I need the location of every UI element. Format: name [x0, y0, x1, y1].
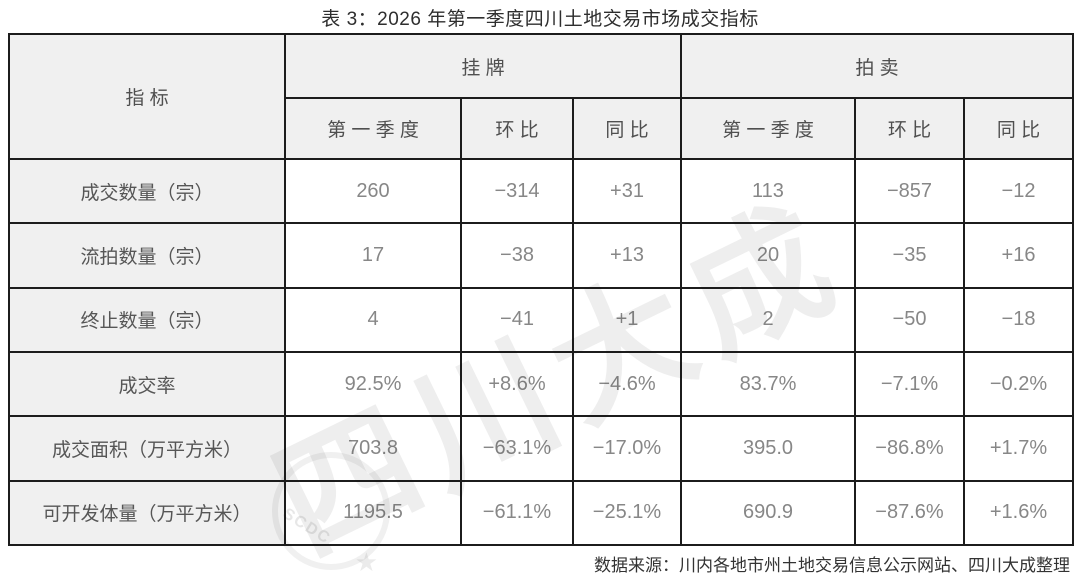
row-label: 成交数量（宗） [8, 157, 286, 225]
data-cell: 260 [284, 157, 462, 225]
data-source-note: 数据来源：川内各地市州土地交易信息公示网站、四川大成整理 [594, 556, 1070, 575]
col-header-auction-q1: 第 一 季 度 [680, 97, 856, 160]
group-header-listing: 挂 牌 [284, 33, 682, 99]
data-cell: 113 [680, 157, 856, 225]
col-header-auction-qoq: 环 比 [854, 97, 965, 160]
table-row: 成交数量（宗） 260 −314 +31 113 −857 −12 [8, 157, 1074, 225]
data-cell: +31 [572, 157, 682, 225]
data-cell: −50 [854, 286, 965, 353]
table-row: 流拍数量（宗） 17 −38 +13 20 −35 +16 [8, 222, 1074, 289]
row-label: 可开发体量（万平方米） [8, 479, 286, 547]
data-cell: −63.1% [460, 415, 574, 482]
data-cell: −87.6% [854, 479, 965, 547]
col-header-listing-yoy: 同 比 [572, 97, 682, 160]
data-cell: −38 [460, 222, 574, 289]
table-row: 成交率 92.5% +8.6% −4.6% 83.7% −7.1% −0.2% [8, 350, 1074, 418]
col-header-listing-q1: 第 一 季 度 [284, 97, 462, 160]
col-header-listing-qoq: 环 比 [460, 97, 574, 160]
table-sub-header-row: 第 一 季 度 环 比 同 比 第 一 季 度 环 比 同 比 [9, 97, 1074, 160]
data-cell: 2 [680, 286, 856, 353]
data-cell: +1.6% [963, 479, 1074, 547]
data-cell: −4.6% [572, 350, 682, 418]
data-cell: 395.0 [680, 415, 856, 482]
row-label: 终止数量（宗） [8, 286, 286, 353]
corner-header-indicator: 指 标 [8, 33, 286, 160]
data-cell: +16 [963, 222, 1074, 289]
data-cell: 703.8 [284, 415, 462, 482]
data-cell: −25.1% [572, 479, 682, 547]
data-cell: −18 [963, 286, 1074, 353]
data-cell: −7.1% [854, 350, 965, 418]
land-transaction-table: 指 标 挂 牌 拍 卖 第 一 季 度 环 比 同 比 第 一 季 度 环 比 … [8, 33, 1074, 547]
data-cell: −41 [460, 286, 574, 353]
table-row: 可开发体量（万平方米） 1195.5 −61.1% −25.1% 690.9 −… [8, 479, 1074, 547]
data-cell: 83.7% [680, 350, 856, 418]
data-cell: −86.8% [854, 415, 965, 482]
data-cell: +8.6% [460, 350, 574, 418]
table-row: 成交面积（万平方米） 703.8 −63.1% −17.0% 395.0 −86… [8, 415, 1074, 482]
star-icon: ★ [354, 547, 378, 577]
data-cell: 690.9 [680, 479, 856, 547]
col-header-auction-yoy: 同 比 [963, 97, 1074, 160]
data-cell: +1 [572, 286, 682, 353]
row-label: 流拍数量（宗） [8, 222, 286, 289]
row-label: 成交面积（万平方米） [8, 415, 286, 482]
data-cell: 92.5% [284, 350, 462, 418]
data-cell: 20 [680, 222, 856, 289]
data-cell: −61.1% [460, 479, 574, 547]
data-cell: −17.0% [572, 415, 682, 482]
data-cell: 1195.5 [284, 479, 462, 547]
data-cell: −314 [460, 157, 574, 225]
page-title: 表 3：2026 年第一季度四川土地交易市场成交指标 [321, 9, 759, 30]
data-cell: 17 [284, 222, 462, 289]
data-cell: +13 [572, 222, 682, 289]
table-group-header-row: 指 标 挂 牌 拍 卖 [8, 33, 1074, 160]
table-row: 终止数量（宗） 4 −41 +1 2 −50 −18 [8, 286, 1074, 353]
data-cell: +1.7% [963, 415, 1074, 482]
data-cell: −35 [854, 222, 965, 289]
data-cell: −857 [854, 157, 965, 225]
data-cell: −0.2% [963, 350, 1074, 418]
row-label: 成交率 [8, 350, 286, 418]
data-cell: −12 [963, 157, 1074, 225]
group-header-auction: 拍 卖 [680, 33, 1074, 99]
data-cell: 4 [284, 286, 462, 353]
